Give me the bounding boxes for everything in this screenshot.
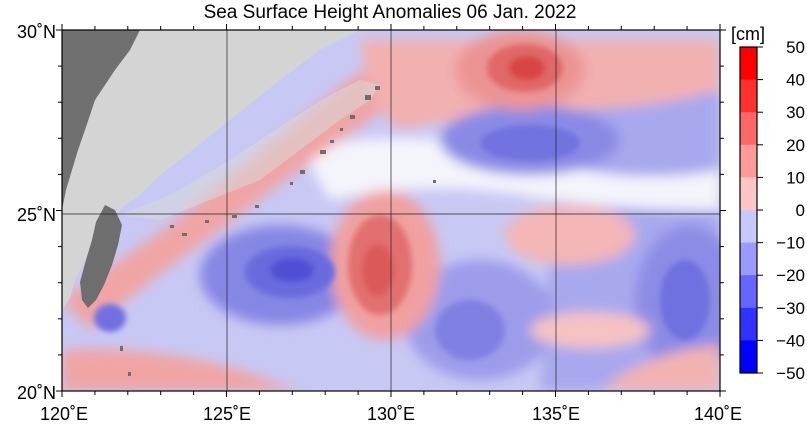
colorbar-band (740, 112, 757, 146)
lon-label-120e: 120˚E (40, 404, 88, 424)
anomaly-red-core-inner (362, 244, 394, 296)
colorbar-unit: [cm] (731, 24, 765, 44)
map-ticks (56, 24, 726, 397)
lat-label-25n: 25˚N (17, 205, 56, 225)
colorbar-tick-label: −40 (776, 331, 805, 350)
colorbar-tick-label: −20 (776, 266, 805, 285)
anomaly-red-south (62, 349, 300, 391)
anomaly-blue-core-south (435, 300, 505, 360)
colorbar-tick-label: 30 (786, 103, 805, 122)
colorbar: [cm] 50 40 30 20 10 0 −10 −20 −30 −40 −50 (731, 24, 805, 383)
colorbar-tick-label: 0 (796, 201, 805, 220)
anomaly-red-southeast-corner (600, 345, 720, 391)
colorbar-cells (740, 47, 757, 374)
land-taiwan (80, 205, 122, 308)
colorbar-band (740, 275, 757, 309)
colorbar-tick-label: −50 (776, 364, 805, 383)
colorbar-tick-label: −30 (776, 299, 805, 318)
lon-label-135e: 135˚E (532, 404, 580, 424)
colorbar-tick-label: −10 (776, 234, 805, 253)
anomaly-red-core-northeast-inner (509, 56, 545, 80)
lon-label-125e: 125˚E (203, 404, 251, 424)
colorbar-tick-label: 50 (786, 38, 805, 57)
anomaly-blue-core-east (660, 260, 710, 340)
anomaly-blue-core-west-inner (270, 258, 314, 282)
colorbar-band (740, 210, 757, 244)
colorbar-band (740, 340, 757, 374)
anomaly-blue-near-taiwan (94, 304, 126, 332)
colorbar-band (740, 47, 757, 81)
ryukyu-islands (120, 86, 436, 376)
lon-label-130e: 130˚E (367, 404, 415, 424)
anomaly-red-eddy-east (505, 205, 635, 265)
colorbar-band (740, 177, 757, 211)
colorbar-tick-label: 20 (786, 136, 805, 155)
anomaly-red-ribbon (62, 45, 470, 330)
anomaly-red-south-east (530, 312, 650, 348)
land-china-coast (62, 30, 140, 210)
sea-surface-height-map (62, 30, 720, 391)
colorbar-tick-label: 40 (786, 71, 805, 90)
colorbar-band (740, 79, 757, 113)
land-mainland-china (62, 30, 360, 310)
lon-label-140e: 140˚E (694, 404, 742, 424)
map-title: Sea Surface Height Anomalies 06 Jan. 202… (204, 2, 577, 23)
lat-label-30n: 30˚N (17, 22, 56, 42)
colorbar-band (740, 242, 757, 276)
lat-label-20n: 20˚N (17, 383, 56, 403)
colorbar-band (740, 307, 757, 341)
colorbar-tick-label: 10 (786, 168, 805, 187)
colorbar-ticks: 50 40 30 20 10 0 −10 −20 −30 −40 −50 (757, 38, 805, 383)
colorbar-band (740, 144, 757, 178)
land-ryukyu-shelf (120, 80, 380, 220)
anomaly-blue-core-north (480, 125, 580, 161)
graticule (62, 30, 720, 391)
